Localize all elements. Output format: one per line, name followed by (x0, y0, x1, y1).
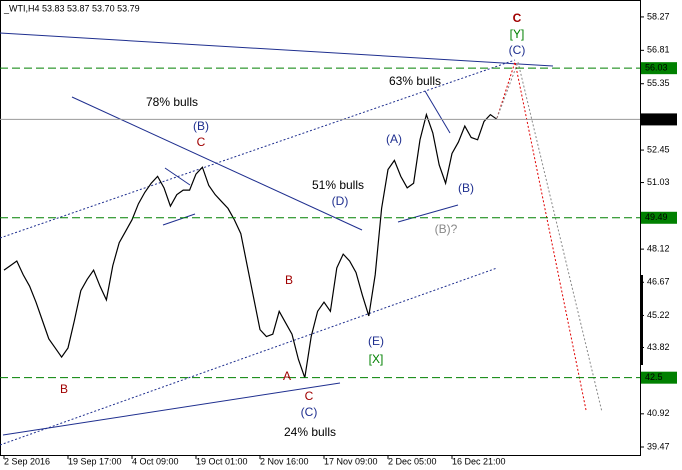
annotation: C (197, 135, 206, 149)
x-tick-label: 2 Sep 2016 (4, 456, 50, 466)
y-tick-label: 39.47 (647, 441, 670, 451)
level-box (641, 62, 677, 75)
annotation: C (513, 11, 522, 25)
y-tick-label: 58.27 (647, 11, 670, 21)
annotation: [Y] (510, 27, 525, 41)
annotation: 78% bulls (146, 95, 198, 109)
y-tick-label: 55.35 (647, 78, 670, 88)
y-tick-label: 48.12 (647, 243, 670, 253)
annotation: (E) (368, 334, 384, 348)
level-box (641, 211, 677, 224)
annotation: (C) (301, 405, 318, 419)
trend-line (2, 382, 341, 436)
x-tick-label: 16 Dec 21:00 (452, 456, 506, 466)
trend-line (162, 213, 196, 226)
y-tick-label: 52.45 (647, 144, 670, 154)
price-line (3, 112, 498, 378)
x-tick-label: 19 Oct 01:00 (196, 456, 248, 466)
trend-line (424, 90, 451, 134)
x-tick-label: 2 Nov 16:00 (260, 456, 309, 466)
annotation: (B) (193, 119, 209, 133)
annotation: 51% bulls (312, 178, 364, 192)
annotation: C (305, 389, 314, 403)
level-box (641, 113, 677, 126)
y-tick-label: 51.03 (647, 177, 670, 187)
channel-line (0, 59, 516, 239)
trend-line (397, 204, 459, 223)
plot-frame (0, 0, 641, 456)
annotation: (B) (458, 181, 474, 195)
annotation: 63% bulls (389, 74, 441, 88)
x-tick-label: 17 Nov 09:00 (324, 456, 378, 466)
level-label: 56.03 (645, 63, 668, 73)
level-label: 42.5 (645, 372, 663, 382)
annotation: 24% bulls (284, 425, 336, 439)
annotation: A (283, 369, 291, 383)
volume-bar (640, 275, 643, 365)
y-tick-label: 45.22 (647, 310, 670, 320)
annotation: B (285, 273, 293, 287)
y-tick-label: 46.67 (647, 277, 670, 287)
annotation: (D) (332, 194, 349, 208)
annotation: B (60, 382, 68, 396)
y-tick-label: 56.81 (647, 45, 670, 55)
level-box (641, 371, 677, 384)
level-label: 49.49 (645, 212, 668, 222)
level-label: 53.79 (645, 114, 668, 124)
x-tick-label: 2 Dec 05:00 (388, 456, 437, 466)
x-tick-label: 4 Oct 09:00 (132, 456, 179, 466)
annotation: (A) (386, 132, 402, 146)
y-tick-label: 40.92 (647, 408, 670, 418)
x-tick-label: 19 Sep 17:00 (68, 456, 122, 466)
annotation: (C) (509, 43, 526, 57)
y-tick-label: 43.82 (647, 342, 670, 352)
trend-line (0, 32, 554, 67)
trend-line (164, 167, 191, 186)
annotation: [X] (369, 352, 384, 366)
annotation: (B)? (435, 222, 458, 236)
chart-title: _WTI,H4 53.83 53.87 53.70 53.79 (3, 3, 140, 13)
